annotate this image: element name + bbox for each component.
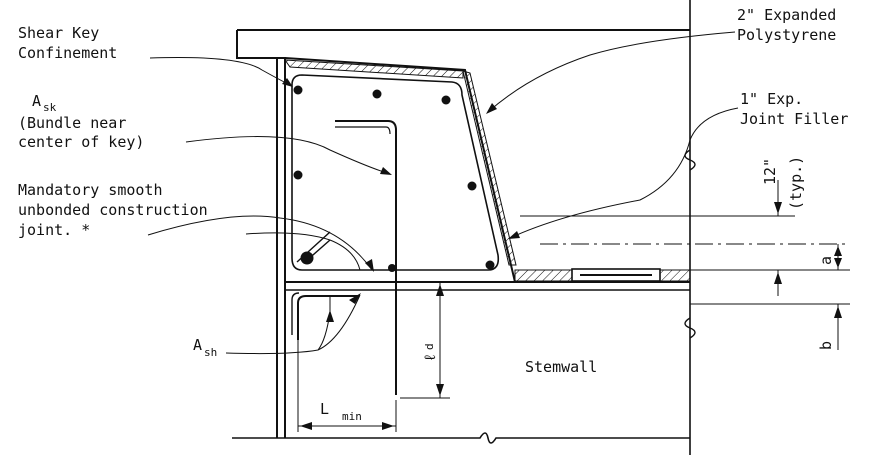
- label-ask-2: (Bundle near: [18, 114, 126, 132]
- label-dim-lmin-sub: min: [342, 410, 362, 423]
- label-dim-b: b: [817, 341, 835, 350]
- label-mandatory-1: Mandatory smooth: [18, 181, 163, 199]
- break-symbol-lower: [684, 317, 696, 339]
- label-ash-main: A: [193, 336, 202, 354]
- label-eps-1: 2" Expanded: [737, 6, 836, 24]
- ld-dimension: [400, 282, 450, 399]
- label-eps-2: Polystyrene: [737, 26, 836, 44]
- label-shear-key-1: Shear Key: [18, 24, 99, 42]
- ash-bar: [297, 295, 358, 340]
- label-ask-sub: sk: [43, 101, 57, 114]
- eps-hatch-top: [283, 59, 464, 79]
- label-shear-key-2: Confinement: [18, 44, 117, 62]
- label-dim-ld-sub: d: [423, 343, 436, 350]
- top-slab: [236, 29, 690, 59]
- label-filler-2: Joint Filler: [740, 110, 848, 128]
- label-dim-a: a: [817, 256, 835, 265]
- label-dim-ld-main: ℓ: [421, 353, 439, 362]
- ask-bar-2: [335, 126, 391, 135]
- leader-lines: [147, 31, 739, 355]
- label-ash-sub: sh: [204, 346, 217, 359]
- confinement-stirrup: [291, 74, 500, 271]
- ask-bar: [335, 120, 397, 395]
- lmin-dimension: [297, 340, 397, 432]
- eps-hatch-slope: [462, 70, 517, 266]
- label-mandatory-3: joint. *: [18, 221, 90, 239]
- right-dimensions: [520, 180, 850, 350]
- bottom-break-line: [232, 432, 690, 444]
- label-ask-3: center of key): [18, 133, 144, 151]
- label-stemwall: Stemwall: [525, 358, 597, 376]
- ash-bar-2: [291, 292, 300, 335]
- label-ask-main: A: [32, 92, 41, 110]
- label-dim-12: 12": [761, 158, 779, 185]
- label-mandatory-2: unbonded construction: [18, 201, 208, 219]
- label-dim-typ: (typ.): [787, 156, 805, 210]
- label-filler-1: 1" Exp.: [740, 90, 803, 108]
- label-dim-lmin-main: L: [320, 400, 329, 418]
- longitudinal-bars: [293, 85, 495, 272]
